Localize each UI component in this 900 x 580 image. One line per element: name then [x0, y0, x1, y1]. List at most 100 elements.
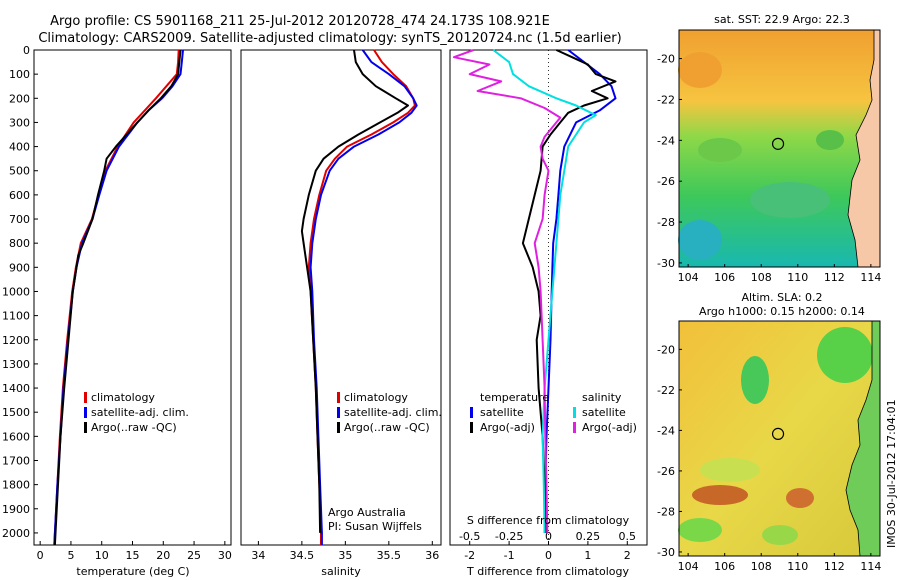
- timestamp-stamp: IMOS 30-Jul-2012 17:04:01: [885, 399, 898, 548]
- depth-tick-label: 500: [9, 165, 30, 178]
- difference-line-t-satellite: [543, 49, 617, 533]
- sla-lat-tick-label: -28: [657, 505, 675, 518]
- sla-mid-patch: [700, 458, 760, 482]
- legend-label-t-argo: Argo(-adj): [480, 421, 535, 434]
- legend-label-climatology: climatology: [91, 391, 155, 404]
- salinity-tick-labels: 34 34.5 35 35.5 36: [251, 541, 439, 562]
- depth-tick-label: 1800: [2, 479, 30, 492]
- depth-tick-label: 300: [9, 116, 30, 129]
- depth-tick-label: 1500: [2, 406, 30, 419]
- sla-low-patch: [741, 356, 769, 404]
- depth-tick-label: 0: [23, 44, 30, 57]
- sst-lon-tick-label: 108: [751, 271, 772, 284]
- s-difference-tick-label: 0.25: [576, 530, 601, 543]
- temperature-xtick-label: 25: [187, 549, 201, 562]
- legend-title-temperature: temperature: [480, 391, 549, 404]
- temperature-xlabel: temperature (deg C): [76, 565, 189, 578]
- sla-lon-tick-label: 104: [678, 560, 699, 573]
- difference-legend: temperature satellite Argo(-adj) salinit…: [470, 391, 637, 434]
- difference-xtick-label: -2: [464, 549, 475, 562]
- sla-lat-tick-label: -22: [657, 384, 675, 397]
- legend-swatch-t-argo: [470, 422, 473, 433]
- sla-lat-tick-label: -20: [657, 343, 675, 356]
- legend-swatch-satellite: [337, 407, 340, 418]
- difference-line-s-satellite: [492, 49, 597, 533]
- depth-tick-label: 1400: [2, 382, 30, 395]
- salinity-xtick-label: 34.5: [290, 549, 315, 562]
- s-difference-tick-label: -0.5: [459, 530, 480, 543]
- temperature-panel: 0100200300400500600700800900100011001200…: [2, 44, 232, 578]
- s-difference-tick-label: 0.5: [619, 530, 637, 543]
- sst-lon-tick-label: 112: [824, 271, 845, 284]
- sla-low-patch: [678, 518, 722, 542]
- salinity-xtick-label: 35.5: [377, 549, 402, 562]
- salinity-xlabel: salinity: [321, 565, 361, 578]
- sst-warm-patch: [678, 52, 722, 88]
- depth-tick-label: 1000: [2, 285, 30, 298]
- salinity-series: [300, 49, 418, 545]
- sst-lat-tick-label: -22: [657, 93, 675, 106]
- temperature-xtick-label: 5: [67, 549, 74, 562]
- sst-cool-patch: [698, 138, 742, 162]
- legend-swatch-climatology: [337, 392, 340, 403]
- sla-map-subtitle: Argo h1000: 0.15 h2000: 0.14: [699, 305, 865, 318]
- sst-lon-tick-labels: 104 106 108 110 112 114: [678, 264, 881, 284]
- sst-patches: [678, 52, 844, 260]
- temperature-line-satellite-adj-clim-: [53, 49, 184, 546]
- temperature-xtick-label: 10: [95, 549, 109, 562]
- depth-tick-label: 700: [9, 213, 30, 226]
- sla-lat-tick-labels: -20 -22 -24 -26 -28 -30: [657, 343, 682, 559]
- salinity-axes-frame: [240, 49, 442, 546]
- sst-lon-tick-label: 110: [787, 271, 808, 284]
- temperature-series: [53, 49, 184, 546]
- sla-lon-tick-labels: 104 106 108 110 112 114: [678, 553, 881, 573]
- credit-line-2: PI: Susan Wijffels: [328, 520, 422, 533]
- depth-tick-label: 1300: [2, 358, 30, 371]
- sst-map-title: sat. SST: 22.9 Argo: 22.3: [714, 13, 850, 26]
- depth-tick-label: 600: [9, 189, 30, 202]
- difference-line-t-argo-adj-: [521, 49, 617, 533]
- legend-label-s-satellite: satellite: [582, 406, 626, 419]
- sla-argo-marker: [771, 427, 785, 441]
- legend-label-t-satellite: satellite: [480, 406, 524, 419]
- sla-high-patch: [786, 488, 814, 508]
- legend-label-s-argo: Argo(-adj): [582, 421, 637, 434]
- credit-line-1: Argo Australia: [328, 506, 406, 519]
- legend-label-argo: Argo(..raw -QC): [344, 421, 430, 434]
- difference-panel: -2 -1 0 1 2 -0.5 -0.25 0 0.25 0.5 S difference f…: [449, 49, 648, 578]
- title-line-1: Argo profile: CS 5901168_211 25-Jul-2012…: [50, 14, 550, 29]
- temperature-legend: climatology satellite-adj. clim. Argo(..…: [84, 391, 189, 434]
- s-difference-tick-label: -0.25: [495, 530, 523, 543]
- depth-tick-label: 1600: [2, 430, 30, 443]
- depth-tick-label: 1200: [2, 334, 30, 347]
- sst-lon-tick-label: 104: [678, 271, 699, 284]
- difference-xtick-label: 1: [584, 549, 591, 562]
- depth-tick-label: 200: [9, 92, 30, 105]
- sla-map-panel: Altim. SLA: 0.2 Argo h1000: 0.15 h2000: …: [657, 291, 881, 573]
- difference-xtick-label: -1: [504, 549, 515, 562]
- sst-map-frame: [678, 29, 881, 268]
- sla-patches: [678, 327, 873, 545]
- depth-tick-labels: 0 100 200 300 400 500 600 700 800 900 1000 1100 1200…: [2, 44, 38, 540]
- difference-line-s-argo-adj-: [452, 49, 562, 533]
- sst-argo-marker: [771, 137, 785, 150]
- sst-coastline: [847, 29, 881, 268]
- depth-tick-label: 900: [9, 261, 30, 274]
- sst-lat-tick-label: -20: [657, 53, 675, 66]
- legend-label-argo: Argo(..raw -QC): [91, 421, 177, 434]
- difference-xtick-label: 0: [545, 549, 552, 562]
- temperature-tick-labels: 0 5 10 15 20 25 30: [37, 541, 232, 562]
- sla-lat-tick-label: -24: [657, 424, 675, 437]
- difference-xtick-label: 2: [624, 549, 631, 562]
- sst-lat-tick-label: -30: [657, 257, 675, 270]
- legend-swatch-t-satellite: [470, 407, 473, 418]
- s-difference-tick-label: 0: [545, 530, 552, 543]
- salinity-xtick-label: 34: [251, 549, 265, 562]
- s-difference-tick-labels: -0.5 -0.25 0 0.25 0.5: [459, 530, 636, 543]
- sst-cold-patch: [678, 220, 722, 260]
- sst-lat-tick-label: -24: [657, 134, 675, 147]
- temperature-xtick-label: 15: [126, 549, 140, 562]
- temperature-xtick-label: 30: [218, 549, 232, 562]
- sst-cool-patch: [750, 182, 830, 218]
